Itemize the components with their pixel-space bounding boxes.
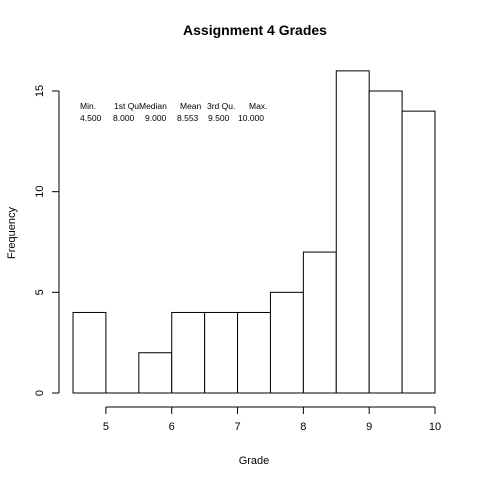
y-tick-label-1: 5	[34, 289, 46, 295]
histogram-bar-10	[401, 110, 436, 394]
histogram-bar-7	[302, 251, 337, 394]
summary-statistics: Min. 1st Qu.Median Mean 3rd Qu. Max. 4.500 8.0…	[80, 101, 267, 123]
summary-value-0: 4.500	[80, 113, 102, 123]
summary-header-3: Mean	[180, 101, 202, 111]
y-axis: 0 5 10 15	[34, 85, 60, 396]
histogram-bar-9	[368, 90, 403, 394]
histogram-bar-3	[171, 311, 206, 394]
histogram-bar-8	[335, 70, 370, 394]
histogram-bar-2	[138, 352, 173, 394]
x-axis: 5 6 7 8 9 10	[103, 406, 441, 433]
histogram-bar-5	[237, 311, 271, 394]
x-tick-label-1: 6	[169, 421, 175, 433]
y-tick-label-3: 15	[34, 85, 46, 97]
summary-value-5: 10.000	[238, 113, 264, 123]
x-tick-label-4: 9	[366, 421, 372, 433]
x-tick-label-3: 8	[300, 421, 306, 433]
y-tick-label-0: 0	[34, 390, 46, 396]
summary-header-0: Min.	[80, 101, 96, 111]
summary-header-1: 1st Qu.	[114, 101, 141, 111]
y-tick-label-2: 10	[34, 186, 46, 198]
summary-value-3: 8.553	[177, 113, 199, 123]
x-tick-label-2: 7	[234, 421, 240, 433]
histogram-bar-6	[269, 291, 304, 394]
x-tick-label-0: 5	[103, 421, 109, 433]
histogram-bar-0	[72, 311, 107, 394]
summary-value-1: 8.000	[113, 113, 135, 123]
y-axis-label: Frequency	[6, 207, 18, 259]
summary-header-2: Median	[139, 101, 167, 111]
summary-value-2: 9.000	[145, 113, 167, 123]
histogram-bars	[72, 70, 436, 394]
x-tick-label-5: 10	[429, 421, 441, 433]
x-axis-label: Grade	[239, 455, 270, 467]
summary-header-4: 3rd Qu.	[207, 101, 235, 111]
summary-value-4: 9.500	[208, 113, 230, 123]
chart-title: Assignment 4 Grades	[183, 22, 327, 38]
histogram-bar-4	[204, 311, 239, 394]
summary-header-5: Max.	[249, 101, 267, 111]
